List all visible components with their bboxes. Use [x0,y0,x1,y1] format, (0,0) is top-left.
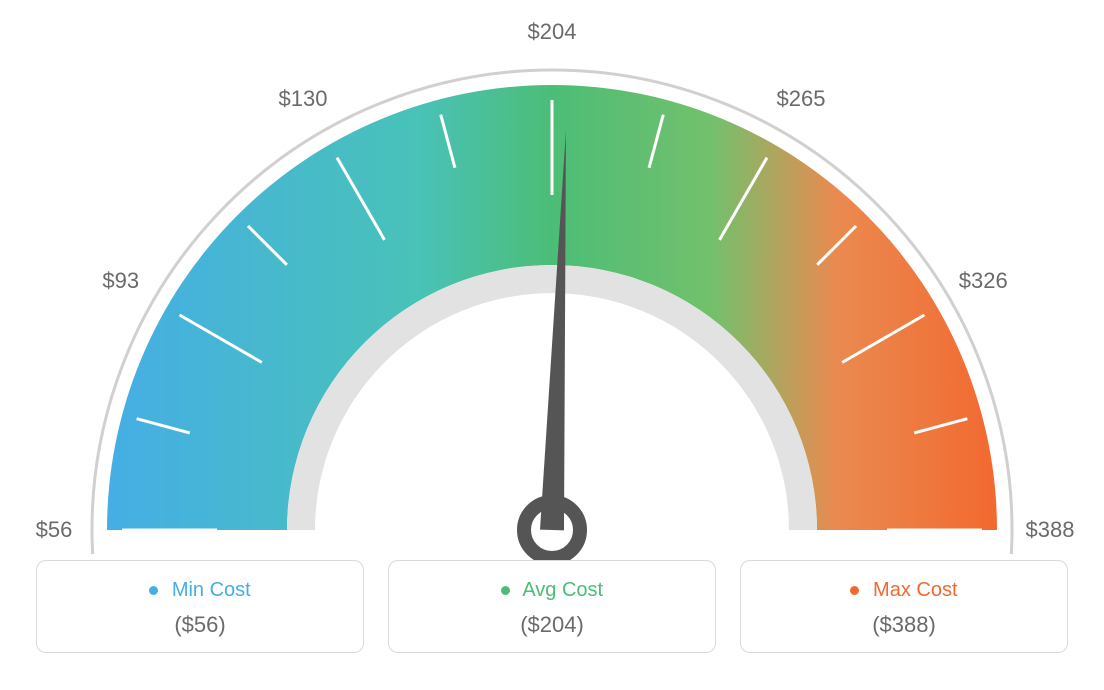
avg-dot-icon [501,586,510,595]
max-cost-label: Max Cost [873,579,957,601]
min-cost-title: Min Cost [49,579,351,602]
max-cost-title: Max Cost [753,579,1055,602]
max-cost-card: Max Cost ($388) [740,560,1068,653]
gauge-tick-label: $56 [36,517,73,543]
min-cost-label: Min Cost [172,579,251,601]
avg-cost-title: Avg Cost [401,579,703,602]
cost-gauge: $56 $93 $130 $204 $265 $326 $388 [0,0,1104,560]
min-dot-icon [149,586,158,595]
gauge-tick-label: $326 [959,268,1008,294]
max-dot-icon [850,586,859,595]
gauge-tick-label: $93 [102,268,139,294]
min-cost-value: ($56) [49,612,351,638]
avg-cost-card: Avg Cost ($204) [388,560,716,653]
legend-cards: Min Cost ($56) Avg Cost ($204) Max Cost … [0,560,1104,671]
avg-cost-value: ($204) [401,612,703,638]
gauge-tick-label: $388 [1026,517,1075,543]
gauge-tick-label: $130 [279,86,328,112]
avg-cost-label: Avg Cost [522,579,603,601]
gauge-tick-label: $265 [777,86,826,112]
gauge-svg [0,0,1104,560]
gauge-tick-label: $204 [528,19,577,45]
max-cost-value: ($388) [753,612,1055,638]
min-cost-card: Min Cost ($56) [36,560,364,653]
